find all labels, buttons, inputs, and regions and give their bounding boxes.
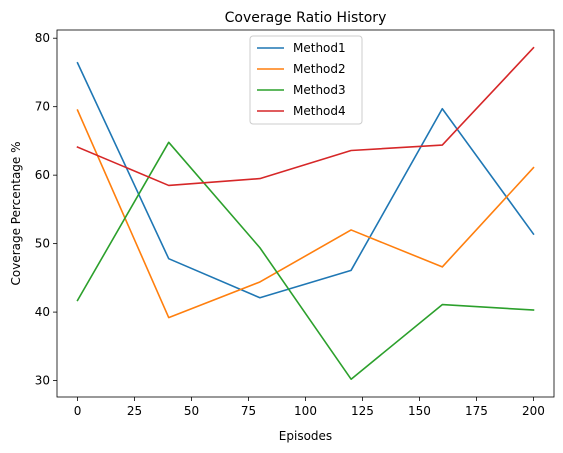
x-axis-label: Episodes: [279, 429, 332, 443]
x-tick-label: 0: [74, 404, 82, 418]
legend-label-4: Method4: [293, 104, 346, 118]
x-tick-label: 25: [127, 404, 142, 418]
y-tick-label: 80: [35, 31, 50, 45]
series-line-4: [76, 46, 535, 187]
y-tick-label: 40: [35, 305, 50, 319]
x-tick-label: 175: [465, 404, 488, 418]
legend-label-1: Method1: [293, 41, 346, 55]
x-tick-label: 150: [408, 404, 431, 418]
x-tick-label: 200: [522, 404, 545, 418]
y-tick-label: 70: [35, 100, 50, 114]
y-tick-label: 60: [35, 168, 50, 182]
x-axis-ticks: 0 25 50 75 100 125 150 175 200: [74, 397, 545, 418]
legend-label-2: Method2: [293, 62, 346, 76]
legend-label-3: Method3: [293, 83, 346, 97]
x-tick-label: 75: [241, 404, 256, 418]
series-line-3: [76, 141, 535, 381]
series-layer: [76, 46, 535, 381]
series-line-2: [76, 109, 535, 319]
chart-title: Coverage Ratio History: [225, 10, 387, 26]
y-axis-label: Coverage Percentage %: [9, 141, 23, 285]
y-tick-label: 50: [35, 237, 50, 251]
x-tick-label: 50: [184, 404, 199, 418]
legend-box: [249, 35, 363, 125]
x-tick-label: 100: [294, 404, 317, 418]
x-tick-label: 125: [351, 404, 374, 418]
y-tick-label: 30: [35, 374, 50, 388]
y-axis-ticks: 30 40 50 60 70 80: [35, 31, 57, 388]
legend: Method1 Method2 Method3 Method4: [249, 35, 363, 125]
